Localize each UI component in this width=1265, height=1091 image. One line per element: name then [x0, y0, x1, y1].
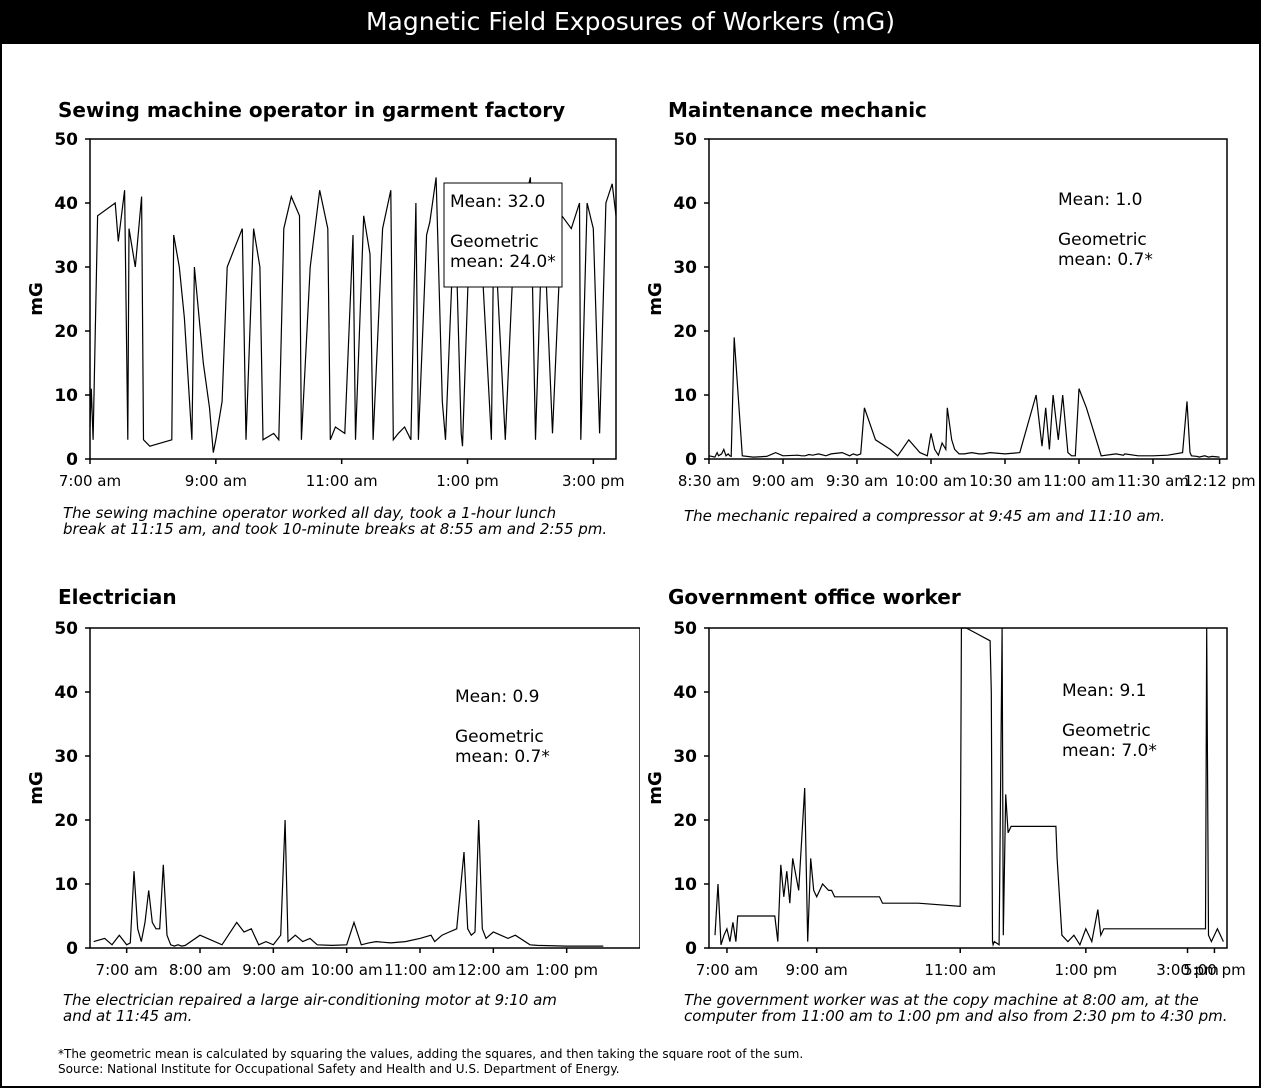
panel-title-electrician: Electrician — [58, 585, 177, 609]
plot-frame — [708, 138, 1228, 460]
stat-annotation: mean: 24.0* — [450, 252, 556, 272]
x-tick-label: 9:00 am — [185, 472, 247, 490]
x-tick-label: 5:00 pm — [1183, 961, 1246, 979]
x-tick-label: 11:00 am — [1043, 472, 1115, 490]
stat-annotation: Geometric — [450, 232, 539, 252]
stat-annotation: Mean: 0.9 — [455, 687, 540, 707]
y-axis-label: mG — [26, 771, 47, 805]
y-tick-label: 40 — [673, 194, 697, 214]
caption-office: The government worker was at the copy ma… — [684, 991, 1228, 1025]
stat-annotation: Mean: 1.0 — [1058, 190, 1143, 210]
x-tick-label: 7:00 am — [96, 961, 158, 979]
x-tick-label: 3:00 pm — [562, 472, 625, 490]
y-axis-label: mG — [645, 771, 666, 805]
stat-annotation: Geometric — [1058, 230, 1147, 250]
x-tick-label: 11:30 am — [1117, 472, 1189, 490]
x-tick-label: 1:00 pm — [535, 961, 598, 979]
y-tick-label: 0 — [685, 450, 697, 470]
stat-annotation: Geometric — [1062, 721, 1151, 741]
y-axis-label: mG — [645, 282, 666, 316]
y-tick-label: 10 — [673, 875, 697, 895]
x-tick-label: 10:30 am — [969, 472, 1041, 490]
x-tick-label: 11:00 am — [384, 961, 456, 979]
y-tick-label: 50 — [673, 619, 697, 639]
y-tick-label: 0 — [685, 939, 697, 959]
footnote-geometric-mean: *The geometric mean is calculated by squ… — [58, 1047, 804, 1061]
x-tick-label: 7:00 am — [696, 961, 758, 979]
caption-electrician: The electrician repaired a large air-con… — [63, 991, 557, 1025]
y-tick-label: 50 — [673, 130, 697, 150]
series-line — [93, 819, 604, 947]
figure-title: Magnetic Field Exposures of Workers (mG) — [0, 0, 1261, 44]
stat-annotation: mean: 0.7* — [455, 747, 550, 767]
series-line — [708, 337, 1220, 458]
plot-frame — [708, 627, 1228, 949]
x-tick-label: 10:00 am — [895, 472, 967, 490]
caption-mechanic: The mechanic repaired a compressor at 9:… — [684, 507, 1166, 525]
footnote-source: Source: National Institute for Occupatio… — [58, 1062, 620, 1076]
x-tick-label: 1:00 pm — [436, 472, 499, 490]
y-tick-label: 30 — [54, 747, 78, 767]
x-tick-label: 8:00 am — [169, 961, 231, 979]
x-tick-label: 12:12 pm — [1184, 472, 1256, 490]
x-tick-label: 9:30 am — [826, 472, 888, 490]
y-tick-label: 20 — [673, 322, 697, 342]
chart-sewing: 0 10 20 30 40 50 mG 7:00 am 9:00 am 11:00 am 1:00 … — [26, 130, 625, 490]
y-tick-label: 20 — [54, 811, 78, 831]
x-tick-label: 8:30 am — [678, 472, 740, 490]
stat-annotation: mean: 7.0* — [1062, 741, 1157, 761]
y-tick-label: 20 — [54, 322, 78, 342]
caption-sewing: The sewing machine operator worked all d… — [63, 504, 608, 538]
x-tick-label: 9:00 am — [752, 472, 814, 490]
y-tick-label: 0 — [66, 450, 78, 470]
plot-frame — [89, 138, 617, 460]
y-tick-label: 20 — [673, 811, 697, 831]
y-tick-label: 10 — [673, 386, 697, 406]
plot-frame — [89, 627, 640, 949]
y-tick-label: 30 — [673, 747, 697, 767]
y-tick-label: 40 — [673, 683, 697, 703]
x-tick-label: 7:00 am — [59, 472, 121, 490]
panel-title-mechanic: Maintenance mechanic — [668, 98, 927, 122]
x-tick-label: 9:00 am — [786, 961, 848, 979]
chart-office: 0 10 20 30 40 50 mG 7:00 am 9:00 am 11:00 am 1:00 … — [645, 619, 1246, 979]
y-tick-label: 10 — [54, 875, 78, 895]
chart-mechanic: 0 10 20 30 40 50 mG 8:30 am 9:00 am 9:30 am 10:00 … — [645, 130, 1256, 490]
y-tick-label: 50 — [54, 130, 78, 150]
stat-annotation: mean: 0.7* — [1058, 250, 1153, 270]
stat-annotation: Mean: 32.0 — [450, 192, 545, 212]
chart-electrician: 0 10 20 30 40 50 mG 7:00 am 8:00 am 9:00 am 10:00 … — [26, 619, 640, 979]
y-tick-label: 30 — [54, 258, 78, 278]
stat-annotation: Mean: 9.1 — [1062, 681, 1147, 701]
y-tick-label: 10 — [54, 386, 78, 406]
panel-title-office: Government office worker — [668, 585, 961, 609]
y-tick-label: 40 — [54, 683, 78, 703]
x-tick-label: 3:00 pm — [1156, 961, 1219, 979]
x-tick-label: 12:00 am — [457, 961, 529, 979]
y-axis-label: mG — [26, 282, 47, 316]
stat-annotation: Geometric — [455, 727, 544, 747]
x-tick-label: 11:00 am — [924, 961, 996, 979]
stat-box — [443, 182, 563, 288]
y-tick-label: 0 — [66, 939, 78, 959]
x-tick-label: 9:00 am — [242, 961, 304, 979]
series-line — [714, 627, 1224, 948]
y-tick-label: 30 — [673, 258, 697, 278]
panel-title-sewing: Sewing machine operator in garment facto… — [58, 98, 566, 122]
x-tick-label: 11:00 am — [306, 472, 378, 490]
x-tick-label: 1:00 pm — [1055, 961, 1118, 979]
y-tick-label: 40 — [54, 194, 78, 214]
x-tick-label: 10:00 am — [311, 961, 383, 979]
y-tick-label: 50 — [54, 619, 78, 639]
